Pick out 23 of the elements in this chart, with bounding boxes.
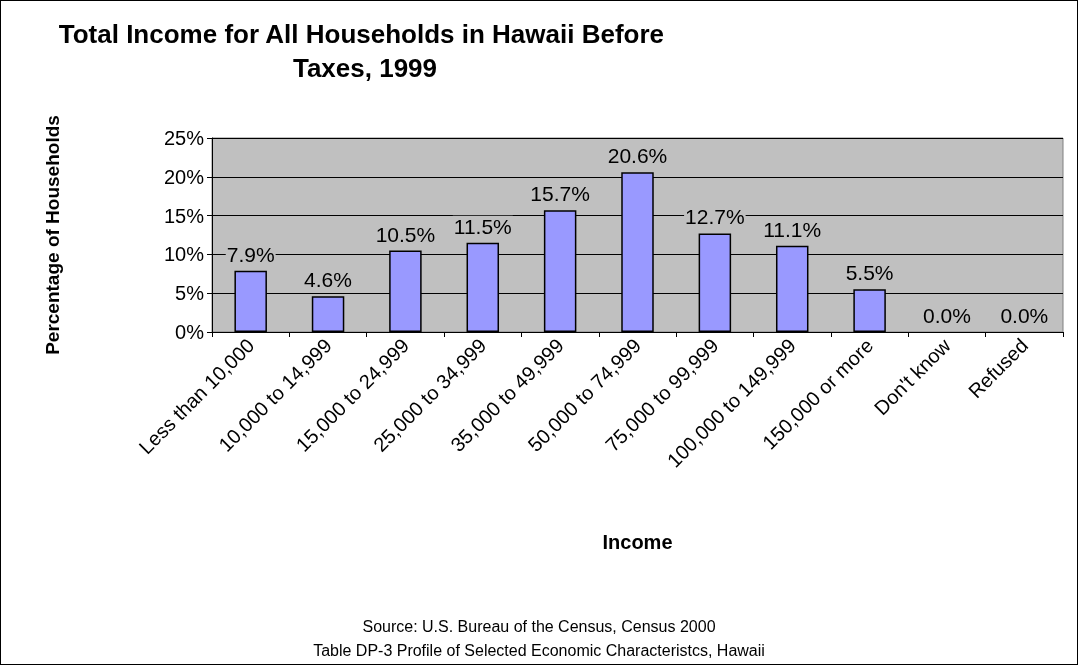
y-tick-label: 0%	[175, 321, 205, 343]
text: Table DP-3 Profile of Selected Economic Characteristcs, Hawaii	[313, 641, 765, 659]
data-label: 12.7%	[685, 205, 745, 229]
data-label: 7.9%	[226, 242, 275, 266]
source-note: Source: U.S. Bureau of the Census, Census 2000	[362, 617, 716, 635]
bar	[311, 296, 345, 332]
data-label: 0.0%	[923, 304, 971, 327]
chart-title: Total Income for All Households in Hawaii Before Taxes, 1999	[58, 19, 672, 83]
data-label: 5.5%	[845, 261, 894, 285]
data-label: 4.6%	[304, 268, 352, 292]
data-label: 11.1%	[763, 217, 822, 241]
data-label: 15.7%	[530, 182, 590, 206]
data-label: 0.0%	[1000, 304, 1049, 327]
y-axis-title: Percentage of Households	[42, 115, 63, 355]
y-tick-label: 10%	[163, 243, 205, 266]
y-tick-label: 5%	[175, 282, 205, 305]
y-tick-label: 20%	[163, 165, 205, 188]
x-axis-title: Income	[602, 531, 673, 553]
data-label: 20.6%	[607, 144, 668, 168]
y-tick-label: 15%	[163, 204, 205, 227]
y-tick-label: 25%	[163, 127, 205, 149]
data-label: 11.5%	[453, 214, 512, 238]
data-label: 10.5%	[375, 222, 436, 246]
